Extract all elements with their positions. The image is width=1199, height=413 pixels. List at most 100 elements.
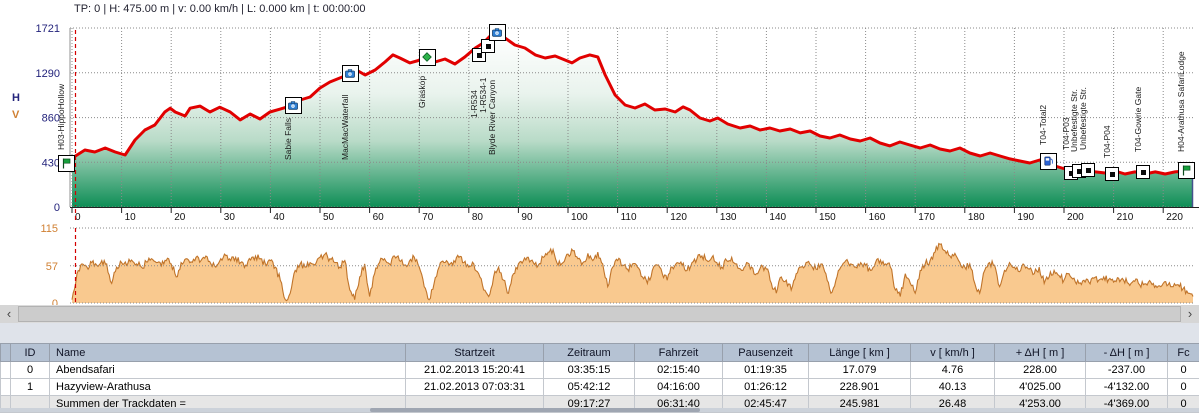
- waypoint-label: H04-Arathusa SafariLodge: [1176, 51, 1186, 152]
- speed-axis-label: V: [12, 109, 19, 121]
- waypoint-label: T04-Gowrie Gate: [1133, 87, 1143, 152]
- waypoint-marker[interactable]: [58, 155, 75, 172]
- x-tick-label: 60: [373, 212, 385, 223]
- speed-ytick: 115: [40, 223, 58, 235]
- table-cell: 0: [1168, 362, 1199, 379]
- row-gutter[interactable]: [1, 344, 11, 362]
- table-cell: 21.02.2013 15:20:41: [406, 362, 544, 379]
- column-header[interactable]: + ΔH [ m ]: [995, 344, 1086, 362]
- waypoint-label: Sabie Falls: [283, 118, 293, 160]
- square-icon: [1110, 172, 1115, 177]
- x-tick-label: 120: [670, 212, 687, 223]
- waypoint-label: T04-Total2: [1038, 105, 1048, 145]
- table-cell: 03:35:15: [544, 362, 635, 379]
- column-header[interactable]: - ΔH [ m ]: [1086, 344, 1168, 362]
- waypoint-label: H03-HippoHollow: [56, 84, 66, 150]
- scroll-left-button[interactable]: ‹: [0, 305, 18, 323]
- table-cell: 21.02.2013 07:03:31: [406, 379, 544, 396]
- flag-icon: [61, 158, 71, 169]
- waypoint-marker[interactable]: [419, 49, 436, 66]
- x-tick-label: 10: [125, 212, 137, 223]
- fuel-pump-icon: [1044, 156, 1053, 166]
- column-header[interactable]: ID: [11, 344, 50, 362]
- waypoint-marker[interactable]: [1081, 163, 1095, 177]
- square-icon: [477, 53, 482, 58]
- diamond-icon: [422, 52, 432, 62]
- table-cell: 228.901: [809, 379, 911, 396]
- x-tick-label: 70: [422, 212, 434, 223]
- x-tick-label: 110: [621, 212, 637, 223]
- row-gutter[interactable]: [1, 379, 11, 396]
- table-scrollbar-thumb[interactable]: [370, 408, 700, 412]
- table-cell: 17.079: [809, 362, 911, 379]
- x-tick-label: 130: [720, 212, 737, 223]
- waypoint-label: Unbefestigte Str.: [1078, 87, 1088, 150]
- row-gutter[interactable]: [1, 362, 11, 379]
- column-header[interactable]: Fahrzeit: [635, 344, 723, 362]
- scrollbar-thumb[interactable]: [18, 306, 1181, 322]
- waypoint-label: Blyde River Canyon: [487, 80, 497, 155]
- table-cell: -237.00: [1086, 362, 1168, 379]
- waypoint-marker[interactable]: [342, 65, 359, 82]
- column-header[interactable]: Länge [ km ]: [809, 344, 911, 362]
- table-cell: 01:19:35: [723, 362, 809, 379]
- table-cell: 228.00: [995, 362, 1086, 379]
- x-tick-label: 170: [918, 212, 935, 223]
- table-hscrollbar[interactable]: [0, 408, 1199, 412]
- scroll-right-button[interactable]: ›: [1181, 305, 1199, 323]
- waypoint-marker[interactable]: [489, 24, 506, 41]
- speed-ytick: 57: [46, 261, 58, 273]
- table-cell: 05:42:12: [544, 379, 635, 396]
- waypoint-marker[interactable]: [285, 97, 302, 114]
- table-cell: 1: [11, 379, 50, 396]
- column-header[interactable]: Name: [50, 344, 406, 362]
- column-header[interactable]: Startzeit: [406, 344, 544, 362]
- x-tick-label: 80: [472, 212, 484, 223]
- column-header[interactable]: Pausenzeit: [723, 344, 809, 362]
- table-cell: 01:26:12: [723, 379, 809, 396]
- waypoint-label: Graskop: [417, 76, 427, 108]
- square-icon: [1141, 170, 1146, 175]
- table-cell: 04:16:00: [635, 379, 723, 396]
- x-tick-label: 210: [1117, 212, 1134, 223]
- x-tick-label: 220: [1166, 212, 1183, 223]
- elevation-ytick: 1290: [36, 68, 60, 80]
- elevation-axis-label: H: [12, 92, 20, 104]
- table-cell: 4.76: [911, 362, 995, 379]
- column-header[interactable]: Zeitraum: [544, 344, 635, 362]
- waypoint-label: MacMacWaterfall: [340, 95, 350, 160]
- table-cell: 40.13: [911, 379, 995, 396]
- camera-icon: [345, 69, 355, 78]
- x-tick-label: 30: [224, 212, 236, 223]
- column-header[interactable]: v [ km/h ]: [911, 344, 995, 362]
- chart-hscrollbar[interactable]: ‹ ›: [0, 305, 1199, 323]
- waypoint-marker[interactable]: [1040, 153, 1057, 170]
- waypoint-marker[interactable]: [1178, 162, 1195, 179]
- elevation-ytick: 0: [54, 202, 60, 214]
- x-tick-label: 140: [769, 212, 786, 223]
- waypoint-marker[interactable]: [481, 39, 495, 53]
- waypoint-label: T04-P04: [1102, 125, 1112, 158]
- x-tick-label: 190: [1017, 212, 1034, 223]
- table-cell: 0: [1168, 379, 1199, 396]
- waypoint-marker[interactable]: [1136, 165, 1150, 179]
- flag-icon: [1181, 165, 1191, 176]
- x-tick-label: 40: [273, 212, 285, 223]
- x-tick-label: 100: [571, 212, 588, 223]
- table-cell: 02:15:40: [635, 362, 723, 379]
- table-cell: 4'025.00: [995, 379, 1086, 396]
- waypoint-marker[interactable]: [1105, 167, 1119, 181]
- square-icon: [1086, 168, 1091, 173]
- table-cell: Abendsafari: [50, 362, 406, 379]
- table-cell: Hazyview-Arathusa: [50, 379, 406, 396]
- x-tick-label: 160: [869, 212, 886, 223]
- column-header[interactable]: Fc: [1168, 344, 1199, 362]
- x-tick-label: 90: [521, 212, 533, 223]
